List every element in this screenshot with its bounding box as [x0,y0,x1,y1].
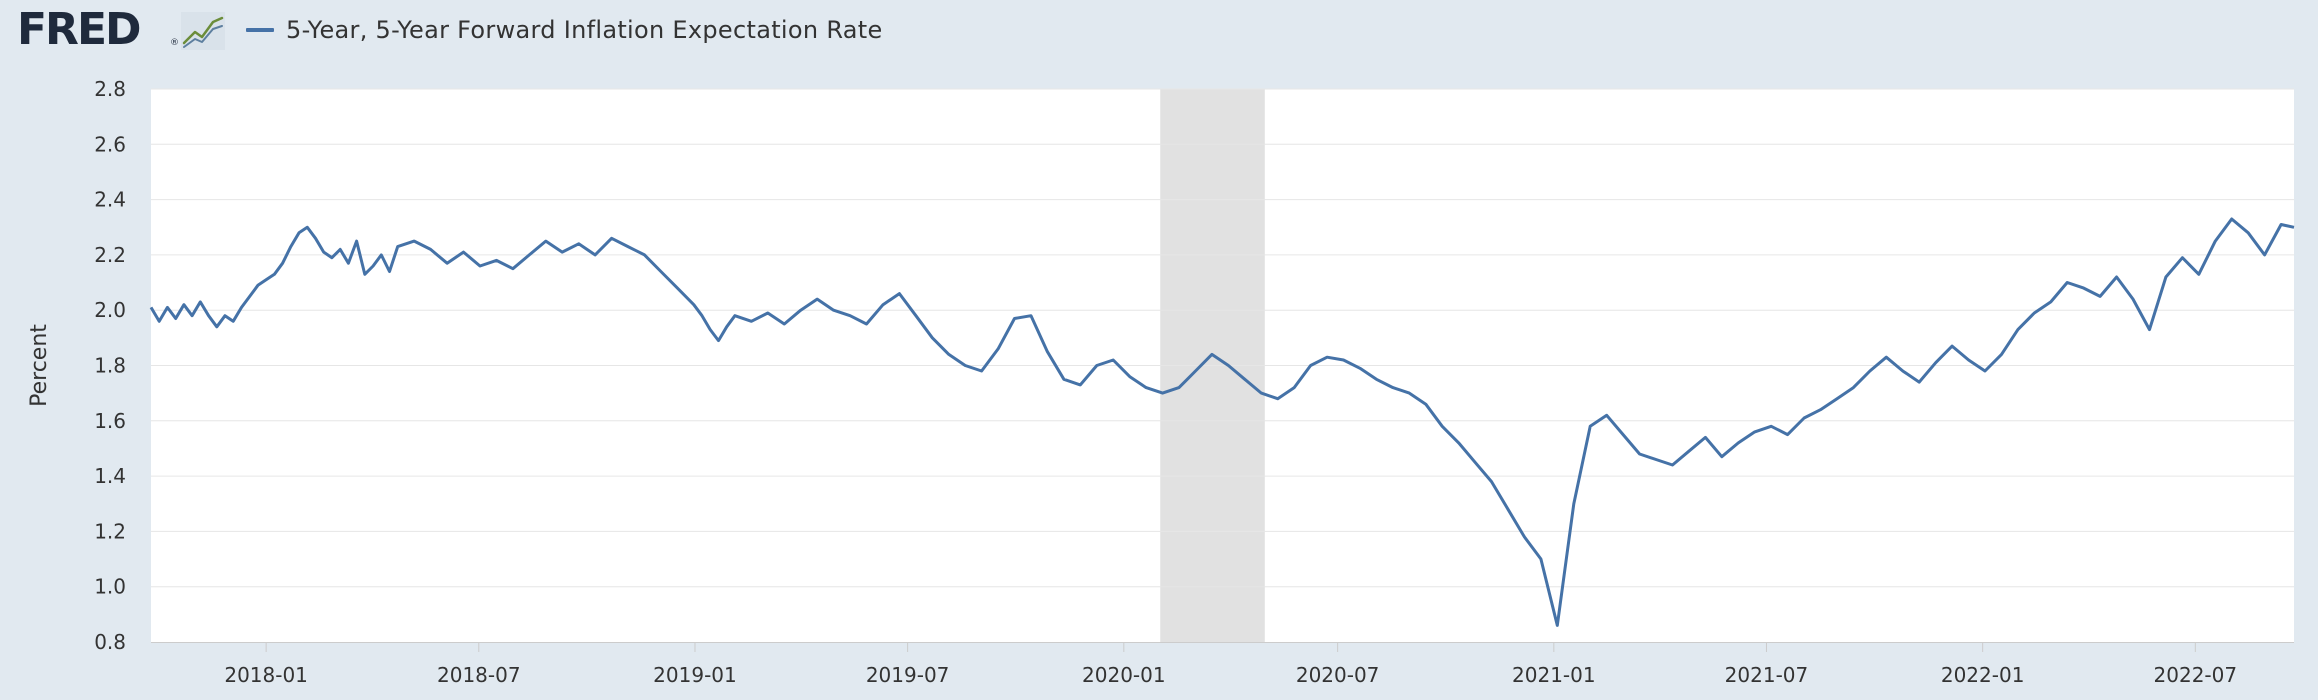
y-tick-label: 2.0 [94,298,126,322]
fred-logo[interactable]: FRED [17,4,142,55]
x-tick-label: 2018-01 [224,663,308,687]
series-legend-label: 5-Year, 5-Year Forward Inflation Expecta… [286,16,883,44]
y-tick-label: 1.4 [94,464,126,488]
x-tick-label: 2022-01 [1941,663,2025,687]
registered-mark: ® [170,38,179,48]
x-axis-ticks: 2018-01 2018-07 2019-01 2019-07 2020-01 2020-… [224,642,2237,687]
series-legend-line [246,28,274,32]
y-tick-label: 1.2 [94,519,126,543]
x-tick-label: 2019-07 [866,663,950,687]
y-tick-label: 1.6 [94,409,126,433]
line-chart-icon [181,12,225,50]
y-tick-label: 1.0 [94,575,126,599]
x-tick-label: 2021-07 [1725,663,1809,687]
series-line[interactable] [149,217,2295,627]
x-tick-label: 2020-07 [1296,663,1380,687]
x-tick-label: 2019-01 [653,663,737,687]
x-tick-label: 2020-01 [1082,663,1166,687]
x-tick-label: 2021-01 [1512,663,1596,687]
y-axis-ticks: 0.8 1.0 1.2 1.4 1.6 1.8 2.0 2.2 2.4 2.6 2.8 [94,77,126,654]
y-tick-label: 0.8 [94,630,126,654]
x-tick-label: 2018-07 [437,663,521,687]
y-axis-title: Percent [27,324,52,407]
y-tick-label: 2.4 [94,188,126,212]
y-tick-label: 2.2 [94,243,126,267]
y-tick-label: 1.8 [94,354,126,378]
series-legend[interactable]: 5-Year, 5-Year Forward Inflation Expecta… [246,14,883,46]
chart-header: FRED ® 5-Year, 5-Year Forward Inflation … [0,0,2318,62]
gridlines [151,88,2294,588]
x-tick-label: 2022-07 [2154,663,2238,687]
y-tick-label: 2.8 [94,77,126,101]
y-tick-label: 2.6 [94,132,126,156]
